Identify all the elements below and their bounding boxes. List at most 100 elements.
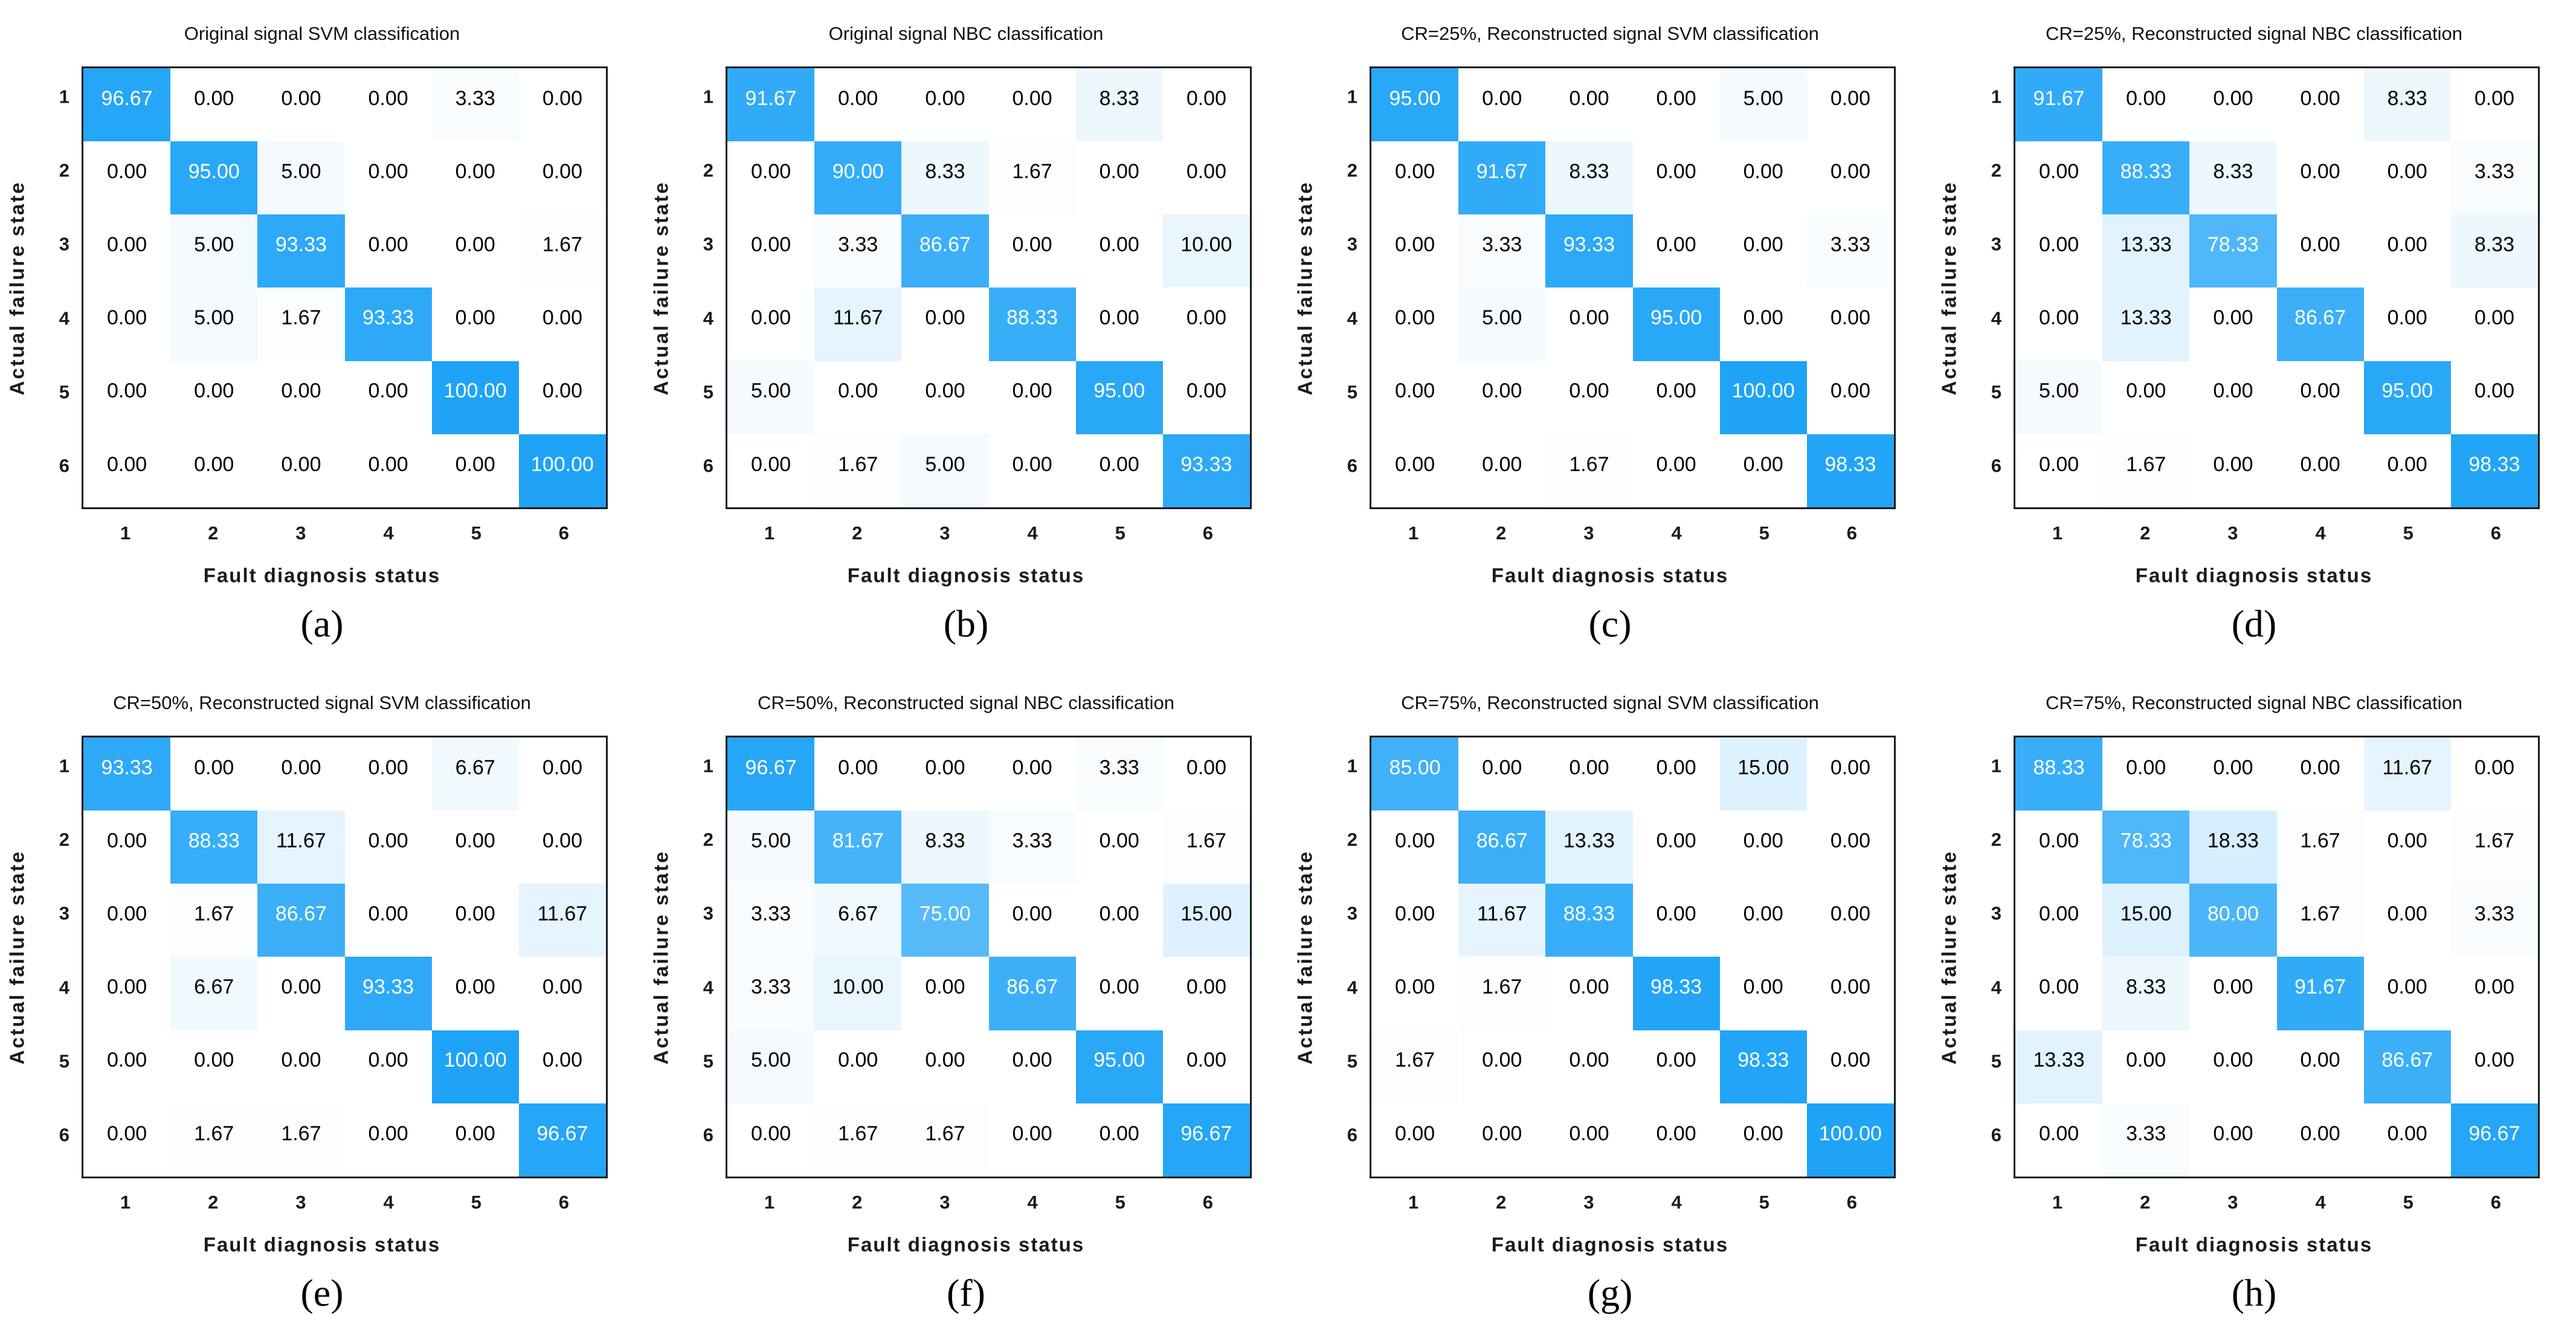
matrix-cell-r3-c5: 0.00 <box>1719 214 1807 288</box>
matrix-cell-r6-c3: 0.00 <box>2189 434 2277 507</box>
matrix-cell-value: 0.00 <box>1394 975 1435 999</box>
matrix-cell-value: 0.00 <box>750 1122 791 1145</box>
matrix-cell-r1-c5: 5.00 <box>1719 68 1807 142</box>
matrix-cell-r5-c6: 0.00 <box>1162 361 1250 434</box>
matrix-cell-r2-c3: 8.33 <box>1545 141 1633 215</box>
matrix-cell-r6-c5: 0.00 <box>1075 1103 1163 1177</box>
matrix-cell-value: 0.00 <box>1099 159 1139 183</box>
matrix-cell-value: 0.00 <box>1099 975 1139 999</box>
panel-caption-g: (g) <box>1587 1271 1633 1314</box>
y-tick-label: 3 <box>703 902 713 924</box>
matrix-cell-value: 0.00 <box>1012 1048 1052 1072</box>
matrix-cell-value: 0.00 <box>281 1048 321 1072</box>
matrix-cell-value: 0.00 <box>750 452 791 476</box>
matrix-cell-value: 98.33 <box>1650 975 1702 999</box>
x-tick-4: 4 <box>1027 1192 1038 1213</box>
matrix-cell-r4-c1: 0.00 <box>83 287 171 361</box>
matrix-cell-value: 8.33 <box>2387 86 2427 110</box>
matrix-cell-r6-c4: 0.00 <box>1632 1103 1720 1177</box>
matrix-cell-r3-c2: 5.00 <box>170 214 258 288</box>
matrix-cell-value: 0.00 <box>1394 379 1435 403</box>
y-tick-5: 5 <box>644 362 713 435</box>
confusion-matrix-panel-b: Original signal NBC classification Actual… <box>644 0 1288 669</box>
matrix-cell-r4-c3: 0.00 <box>2189 287 2277 361</box>
matrix-cell-r6-c1: 0.00 <box>1371 434 1459 507</box>
y-tick-label: 4 <box>59 977 69 998</box>
matrix-cell-value: 93.33 <box>275 233 327 256</box>
matrix-cell-value: 0.00 <box>2474 1048 2514 1072</box>
matrix-cell-r4-c1: 0.00 <box>83 957 171 1030</box>
matrix-cell-r5-c3: 0.00 <box>257 361 345 434</box>
x-tick-6: 6 <box>2490 1192 2502 1213</box>
y-tick-5: 5 <box>0 1031 69 1105</box>
matrix-cell-r6-c3: 5.00 <box>901 434 989 507</box>
y-tick-label: 2 <box>59 829 69 850</box>
matrix-cell-r4-c6: 0.00 <box>1806 287 1894 361</box>
x-tick-6: 6 <box>1202 1192 1214 1213</box>
matrix-cell-value: 0.00 <box>925 86 965 110</box>
matrix-cell-r3-c5: 0.00 <box>2363 884 2451 957</box>
y-axis-ticks: 1 2 3 4 5 6 <box>1932 66 2001 509</box>
matrix-cell-value: 0.00 <box>925 1048 965 1072</box>
matrix-cell-r5-c1: 0.00 <box>83 361 171 434</box>
matrix-cell-r5-c3: 0.00 <box>901 361 989 434</box>
y-tick-label: 4 <box>59 307 69 329</box>
matrix-cell-r5-c6: 0.00 <box>518 361 606 434</box>
matrix-cell-r1-c2: 0.00 <box>1458 68 1546 142</box>
y-tick-2: 2 <box>1288 140 1357 214</box>
matrix-cell-value: 0.00 <box>106 902 147 925</box>
matrix-cell-r1-c6: 0.00 <box>2450 737 2538 811</box>
matrix-cell-r3-c5: 0.00 <box>1075 214 1163 288</box>
matrix-cell-r3-c1: 0.00 <box>2015 884 2103 957</box>
matrix-cell-value: 3.33 <box>838 233 878 256</box>
matrix-cell-r6-c3: 0.00 <box>257 434 345 507</box>
y-tick-label: 2 <box>1991 829 2001 850</box>
matrix-cell-r1-c3: 0.00 <box>1545 737 1633 811</box>
matrix-cell-r2-c4: 0.00 <box>1632 811 1720 884</box>
matrix-cell-value: 0.00 <box>368 452 408 476</box>
x-tick-3: 3 <box>1583 522 1594 544</box>
x-tick-5: 5 <box>471 522 481 544</box>
matrix-cell-value: 0.00 <box>2387 1122 2427 1145</box>
matrix-cell-value: 100.00 <box>1818 1122 1882 1145</box>
x-axis-ticks: 1 2 3 4 5 6 <box>726 516 1252 550</box>
matrix-cell-value: 1.67 <box>281 306 321 330</box>
y-tick-label: 6 <box>59 1124 69 1146</box>
matrix-cell-r5-c2: 0.00 <box>170 361 258 434</box>
matrix-cell-r5-c5: 98.33 <box>1719 1030 1807 1103</box>
matrix-cell-value: 0.00 <box>1656 1048 1696 1072</box>
x-tick-2: 2 <box>1496 1192 1507 1213</box>
x-tick-6: 6 <box>1202 522 1214 544</box>
matrix-cell-value: 0.00 <box>1743 159 1783 183</box>
matrix-cell-r2-c3: 13.33 <box>1545 811 1633 884</box>
matrix-cell-value: 3.33 <box>1482 233 1522 256</box>
matrix-cell-r6-c6: 96.67 <box>2450 1103 2538 1177</box>
matrix-cell-r2-c4: 0.00 <box>344 141 432 215</box>
matrix-cell-r5-c1: 5.00 <box>2015 361 2103 434</box>
matrix-cell-value: 0.00 <box>1743 233 1783 256</box>
matrix-cell-value: 86.67 <box>2294 306 2346 330</box>
matrix-cell-value: 0.00 <box>106 159 147 183</box>
matrix-cell-value: 100.00 <box>443 1048 507 1072</box>
y-axis-ticks: 1 2 3 4 5 6 <box>1932 736 2001 1178</box>
matrix-cell-r4-c6: 0.00 <box>518 287 606 361</box>
matrix-cell-r1-c2: 0.00 <box>814 737 902 811</box>
matrix-cell-r4-c6: 0.00 <box>2450 287 2538 361</box>
matrix-cell-value: 1.67 <box>838 452 878 476</box>
matrix-cell-r1-c4: 0.00 <box>344 68 432 142</box>
y-tick-label: 5 <box>703 1050 713 1072</box>
matrix-cell-value: 0.00 <box>1656 902 1696 925</box>
matrix-cell-r5-c5: 86.67 <box>2363 1030 2451 1103</box>
matrix-cell-r3-c3: 93.33 <box>1545 214 1633 288</box>
y-axis-ticks: 1 2 3 4 5 6 <box>0 736 69 1178</box>
matrix-cell-r5-c4: 0.00 <box>344 361 432 434</box>
matrix-cell-value: 0.00 <box>1830 86 1870 110</box>
confusion-matrix-panel-c: CR=25%, Reconstructed signal SVM classif… <box>1288 0 1932 669</box>
matrix-cell-r3-c5: 0.00 <box>431 214 519 288</box>
matrix-cell-value: 0.00 <box>455 452 495 476</box>
matrix-cell-value: 15.00 <box>2120 902 2172 925</box>
matrix-cell-value: 0.00 <box>2474 86 2514 110</box>
y-tick-label: 2 <box>1347 829 1357 850</box>
x-tick-3: 3 <box>1583 1192 1594 1213</box>
matrix-cell-value: 0.00 <box>1482 86 1522 110</box>
